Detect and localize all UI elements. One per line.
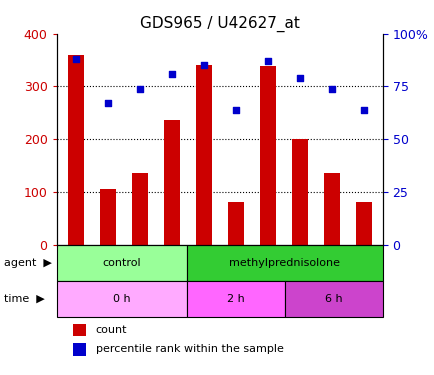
- Text: count: count: [95, 325, 127, 335]
- FancyBboxPatch shape: [187, 281, 284, 317]
- Text: control: control: [102, 258, 141, 268]
- Text: 6 h: 6 h: [324, 294, 342, 304]
- Bar: [99, 189, 115, 244]
- Point: [72, 56, 79, 62]
- FancyBboxPatch shape: [56, 244, 187, 281]
- Point: [136, 86, 143, 92]
- Bar: [323, 173, 339, 244]
- Point: [327, 86, 334, 92]
- Point: [104, 100, 111, 106]
- FancyBboxPatch shape: [187, 244, 382, 281]
- Point: [232, 106, 239, 112]
- Bar: [259, 66, 275, 244]
- Bar: [227, 202, 243, 244]
- Text: 0 h: 0 h: [113, 294, 130, 304]
- Text: time  ▶: time ▶: [4, 294, 45, 304]
- Bar: [132, 173, 148, 244]
- FancyBboxPatch shape: [284, 281, 382, 317]
- Point: [359, 106, 366, 112]
- FancyBboxPatch shape: [56, 281, 187, 317]
- Text: agent  ▶: agent ▶: [4, 258, 52, 268]
- Point: [296, 75, 302, 81]
- Bar: [163, 120, 179, 244]
- Bar: [291, 139, 307, 244]
- Bar: [73, 343, 86, 356]
- Point: [263, 58, 270, 64]
- Text: 2 h: 2 h: [227, 294, 244, 304]
- Point: [200, 62, 207, 68]
- Bar: [68, 55, 83, 244]
- Text: percentile rank within the sample: percentile rank within the sample: [95, 344, 283, 354]
- Bar: [195, 65, 211, 244]
- Point: [168, 71, 175, 77]
- Title: GDS965 / U42627_at: GDS965 / U42627_at: [139, 16, 299, 32]
- Bar: [355, 202, 371, 244]
- Bar: [73, 324, 86, 336]
- Text: methylprednisolone: methylprednisolone: [229, 258, 340, 268]
